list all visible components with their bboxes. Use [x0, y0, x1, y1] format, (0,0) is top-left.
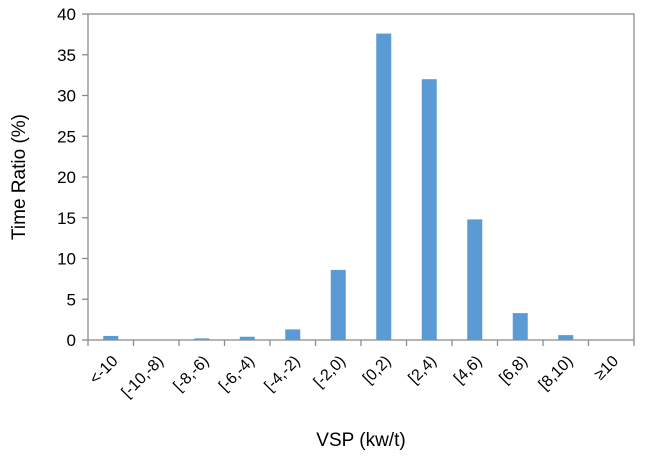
- x-tick-label: [-4,-2): [261, 353, 303, 395]
- y-tick-label: 30: [57, 87, 76, 106]
- bar: [239, 336, 255, 340]
- x-tick-label: [-8,-6): [170, 353, 212, 395]
- plot-frame: [87, 13, 635, 341]
- bar: [421, 79, 437, 340]
- bar: [285, 329, 301, 340]
- y-tick-label: 20: [57, 168, 76, 187]
- bar: [330, 269, 346, 340]
- bar: [467, 219, 483, 340]
- x-tick-label: [2,4): [405, 353, 440, 388]
- y-axis-label: Time Ratio (%): [9, 114, 30, 240]
- bar: [558, 335, 574, 340]
- x-tick-label: [4,6): [451, 353, 486, 388]
- x-tick-label: [0,2): [360, 353, 395, 388]
- y-tick-label: 10: [57, 250, 76, 269]
- y-tick-label: 15: [57, 209, 76, 228]
- x-tick-label: [-2,0): [311, 353, 349, 391]
- y-tick-label: 0: [67, 331, 76, 350]
- x-tick-label: [-6,-4): [216, 353, 258, 395]
- x-tick-label: [-10,-8): [119, 353, 167, 401]
- x-axis-label: VSP (kw/t): [316, 430, 405, 451]
- bar: [376, 33, 392, 341]
- x-tick-label: [6,8): [496, 353, 531, 388]
- y-tick-label: 5: [67, 290, 76, 309]
- y-tick-label: 35: [57, 46, 76, 65]
- bar: [512, 313, 528, 340]
- x-tick-label: [8,10): [536, 353, 577, 394]
- y-tick-label: 25: [57, 127, 76, 146]
- y-tick-label: 40: [57, 5, 76, 24]
- bar: [103, 335, 119, 340]
- bar: [194, 338, 210, 340]
- x-tick-label: <-10: [87, 353, 122, 388]
- plot-area: 0 5 10 15 20 25 30 35 40 <-10[-10,-8) [-8,-6) [-6,-…: [57, 5, 635, 401]
- x-tick-label: ≥10: [591, 353, 622, 384]
